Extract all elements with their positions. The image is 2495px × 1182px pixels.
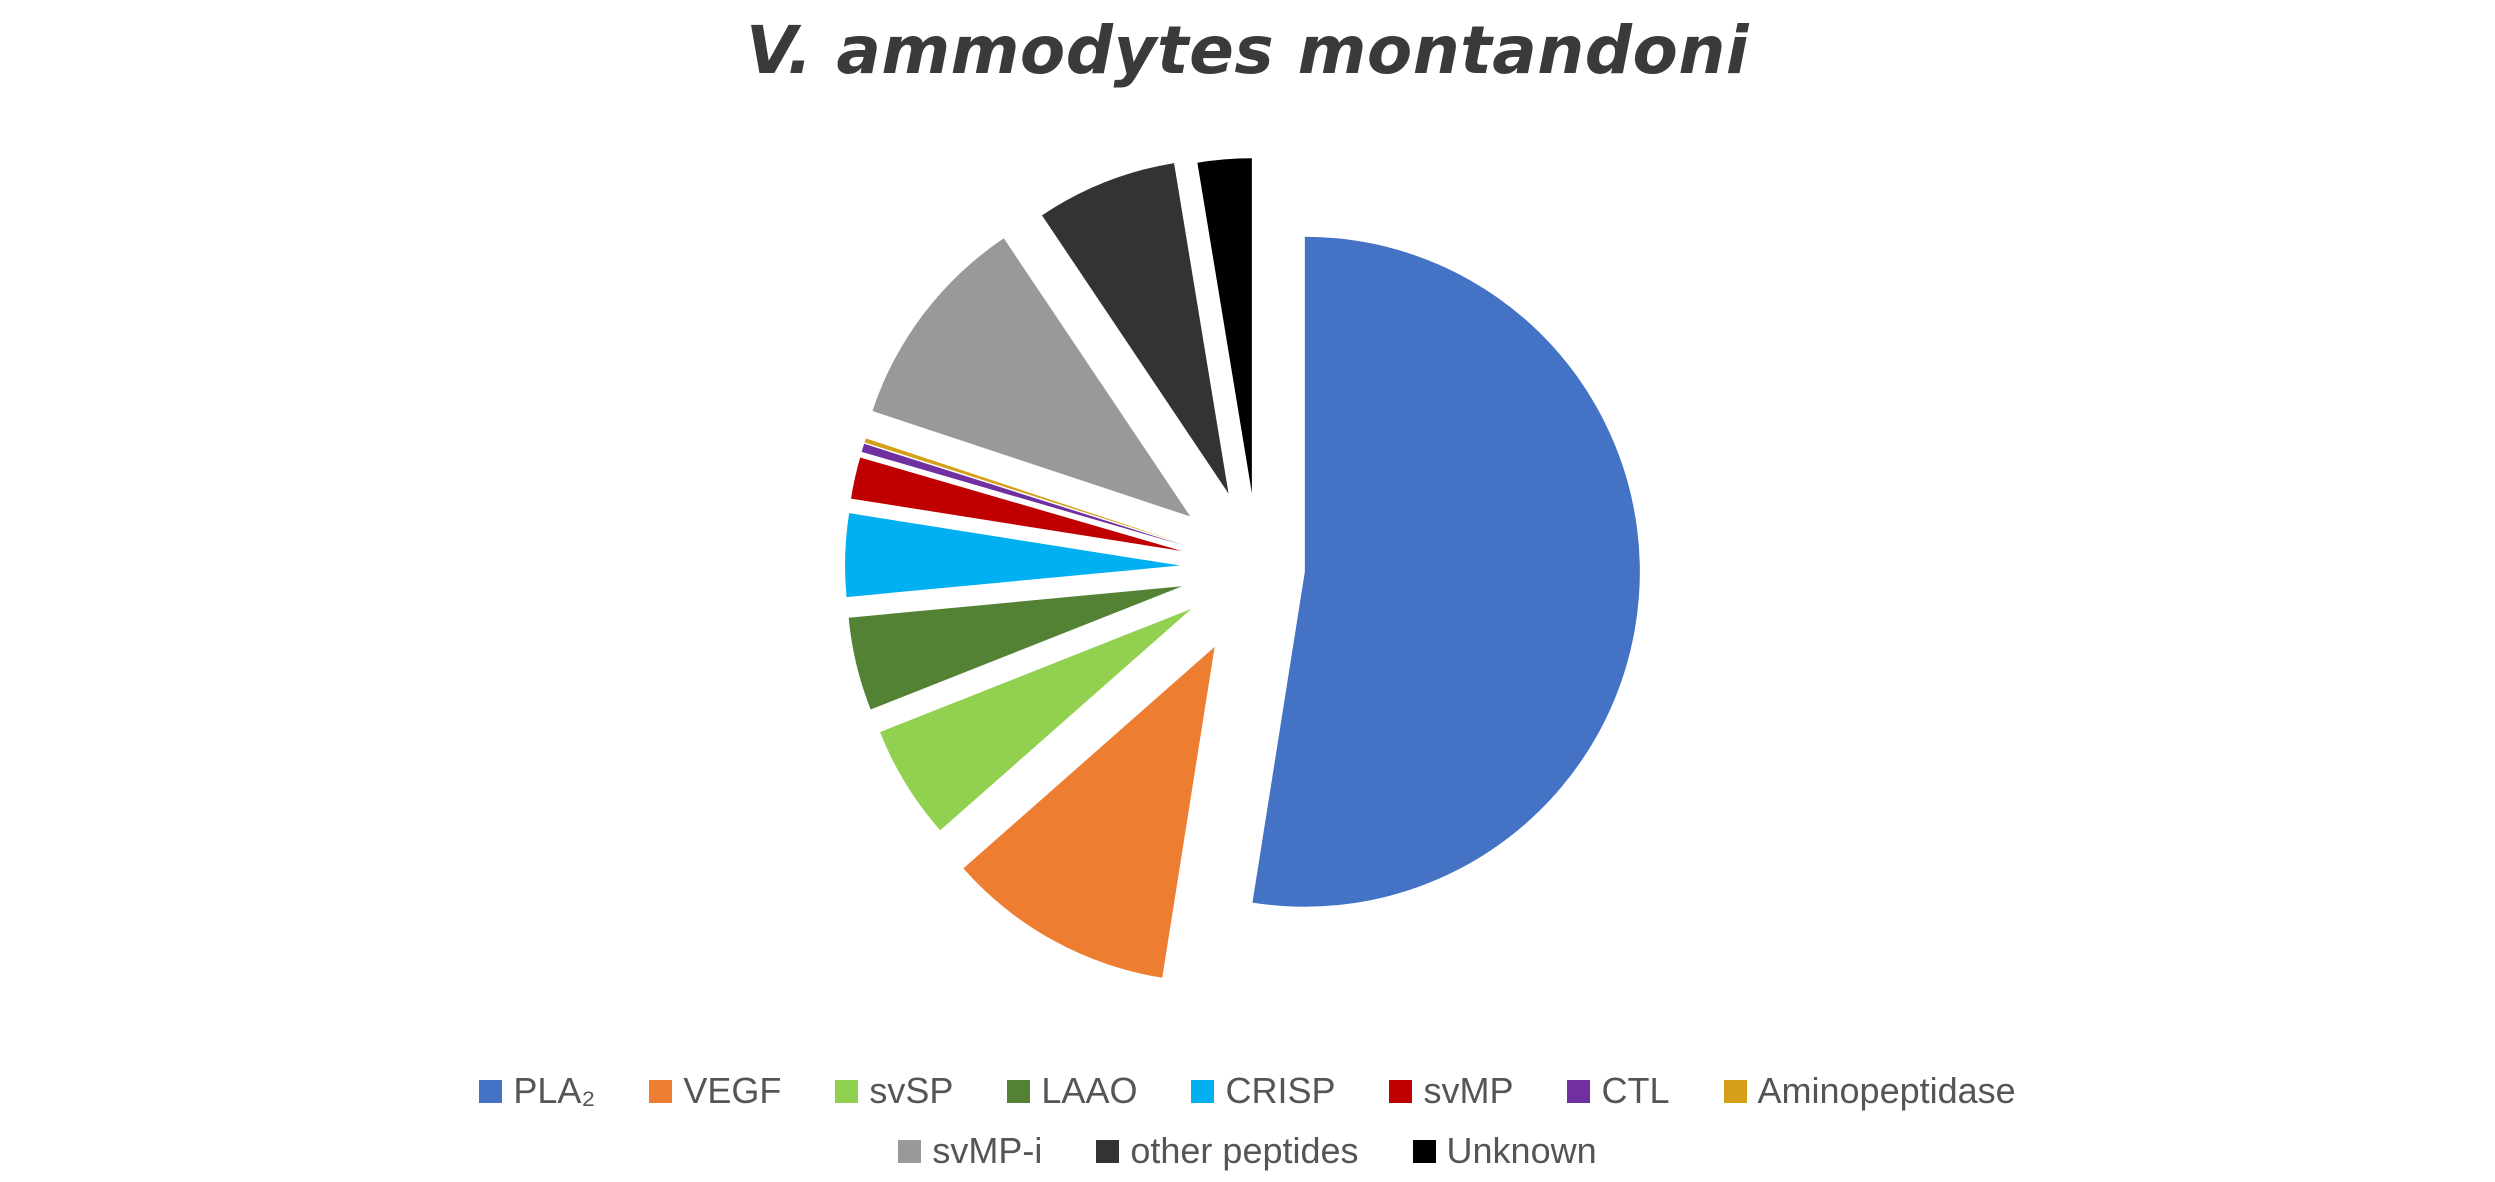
legend-item-laao: LAAO [1007,1070,1137,1112]
legend-item-other-peptides: other peptides [1096,1130,1359,1172]
pie-slice-pla [1252,236,1640,907]
legend-label: CRISP [1225,1070,1336,1111]
pie-slices [845,158,1640,978]
legend-item-unknown: Unknown [1412,1130,1597,1172]
legend-item-svmp-i: svMP-i [898,1130,1042,1172]
legend-item-svmp: svMP [1389,1070,1513,1112]
legend-label: Unknown [1446,1130,1597,1171]
legend-item-pla: PLA₂ [479,1070,595,1112]
legend-swatch [649,1079,673,1103]
pie-slice-laao [848,586,1183,710]
legend-row-1: PLA₂ VEGF svSP LAAO CRISP svMP CTL Aminopeptida… [0,1070,2495,1112]
legend-item-ctl: CTL [1567,1070,1670,1112]
pie-slice-svmp [851,457,1182,551]
legend-row-2: svMP-i other peptides Unknown [0,1130,2495,1172]
legend-label: PLA₂ [513,1070,596,1111]
legend-label: LAAO [1041,1070,1138,1111]
pie-slice-aminopeptidase [864,438,1184,544]
legend-item-aminopeptidase: Aminopeptidase [1723,1070,2016,1112]
legend-swatch [479,1079,503,1103]
legend-label: svSP [869,1070,954,1111]
legend-swatch [835,1079,859,1103]
legend-label: svMP [1423,1070,1514,1111]
legend-swatch [1007,1079,1031,1103]
pie-slice-unknown [1197,158,1252,494]
pie-slice-ctl [861,443,1184,546]
legend-item-svsp: svSP [835,1070,953,1112]
legend-label: other peptides [1130,1130,1359,1171]
legend-swatch [898,1139,922,1163]
chart-title: V. ammodytes montandoni [746,12,1749,89]
legend-label: svMP-i [932,1130,1043,1171]
legend-swatch [1723,1079,1747,1103]
pie-slice-crisp [845,513,1181,598]
pie-slice-svsp [880,608,1192,831]
pie-slice-vegf [963,646,1215,978]
legend-swatch [1567,1079,1591,1103]
legend-item-crisp: CRISP [1191,1070,1335,1112]
legend-swatch [1412,1139,1436,1163]
legend-swatch [1096,1139,1120,1163]
legend-swatch [1191,1079,1215,1103]
legend-label: VEGF [683,1070,782,1111]
pie-slice-other-peptides [1041,163,1229,494]
legend-item-vegf: VEGF [649,1070,781,1112]
legend-label: CTL [1601,1070,1670,1111]
legend-swatch [1389,1079,1413,1103]
legend-label: Aminopeptidase [1757,1070,2016,1111]
pie-slice-svmp-i [872,238,1191,517]
